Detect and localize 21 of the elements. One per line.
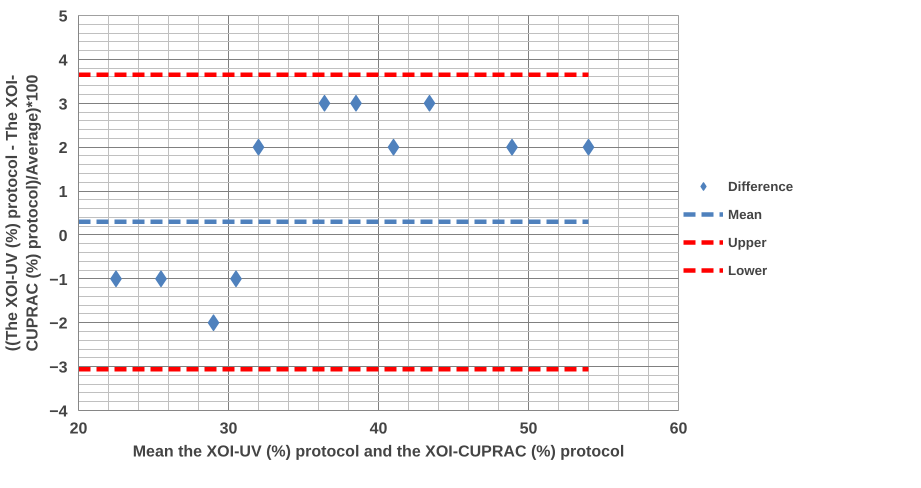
y-tick-label: 4: [58, 52, 68, 70]
y-tick-label: −2: [49, 316, 68, 333]
legend-label: Upper: [728, 234, 767, 250]
y-axis-title: ((The XOI-UV (%) protocol - The XOI-CUPRAC (%) protocol)/Average)*100: [4, 74, 42, 352]
y-tick-label: −4: [49, 404, 68, 420]
x-axis-title: Mean the XOI-UV (%) protocol and the XOI-CUPRAC (%) protocol: [132, 444, 624, 460]
legend-label: Difference: [728, 178, 794, 194]
y-tick-label: 0: [58, 228, 68, 245]
y-tick-label: 1: [58, 184, 68, 202]
y-tick-label: 3: [58, 96, 68, 114]
y-tick-label: −1: [49, 272, 68, 289]
x-tick-label: 60: [670, 420, 688, 438]
x-tick-label: 20: [70, 420, 88, 438]
y-tick-label: 5: [58, 8, 68, 26]
y-tick-label: 2: [58, 140, 68, 158]
x-tick-label: 30: [220, 420, 238, 438]
legend-label: Mean: [728, 206, 762, 222]
y-tick-label: −3: [49, 360, 68, 377]
x-tick-label: 50: [520, 420, 538, 438]
legend-label: Lower: [728, 262, 768, 278]
x-tick-label: 40: [370, 420, 388, 438]
